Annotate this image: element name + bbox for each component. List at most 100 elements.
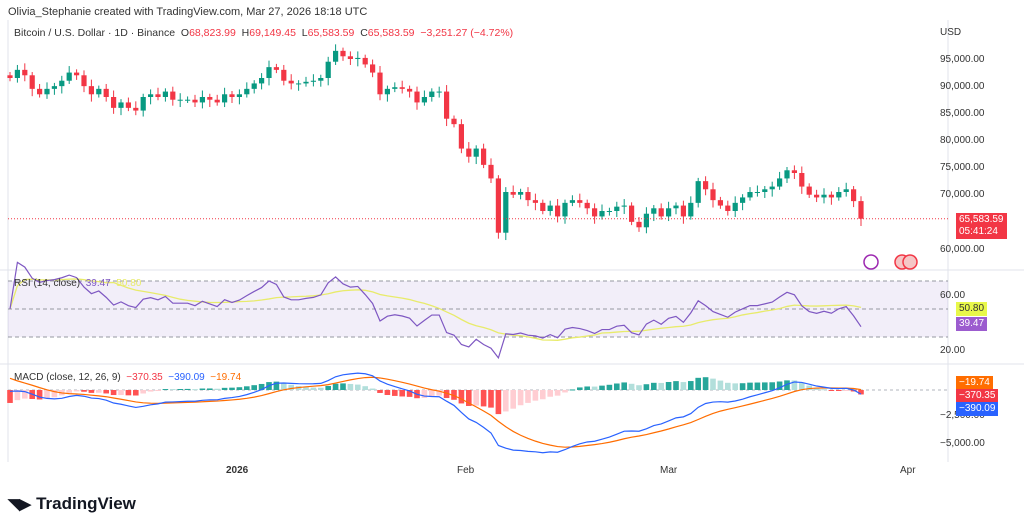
macd-histogram-bar — [214, 388, 220, 390]
macd-histogram-bar — [717, 380, 724, 390]
candle-body — [259, 78, 265, 84]
candle-body — [843, 189, 849, 192]
candle-body — [473, 148, 479, 157]
open-value: 68,823.99 — [189, 27, 236, 39]
candle-body — [725, 205, 731, 211]
macd-histogram-bar — [125, 390, 132, 396]
macd-histogram-bar — [725, 382, 731, 390]
candle-body — [532, 200, 538, 203]
candle-body — [303, 81, 309, 84]
close-label: C — [360, 27, 368, 39]
macd-histogram-bar — [258, 383, 265, 390]
macd-tag: −390.09 — [956, 402, 999, 416]
candle-body — [74, 72, 80, 76]
candle-body — [651, 208, 657, 214]
candle-body — [621, 205, 627, 207]
macd-histogram-bar — [495, 390, 502, 415]
macd-histogram-bar — [118, 390, 124, 396]
macd-value: −390.09 — [168, 372, 205, 383]
candle-body — [555, 205, 561, 217]
candle-body — [828, 194, 834, 198]
macd-histogram-bar — [614, 383, 620, 390]
candle-body — [458, 124, 464, 149]
candle-body — [614, 206, 620, 211]
macd-histogram-bar — [377, 390, 383, 393]
candle-body — [81, 75, 87, 87]
macd-histogram-bar — [710, 378, 716, 390]
candle-body — [22, 69, 28, 76]
candle-body — [125, 102, 131, 108]
candle-body — [399, 87, 405, 89]
candle-body — [673, 205, 679, 209]
macd-histogram-bar — [96, 390, 102, 393]
candle-body — [791, 170, 797, 173]
macd-histogram-bar — [606, 384, 613, 390]
macd-histogram-bar — [310, 387, 317, 390]
macd-histogram-bar — [562, 390, 568, 393]
candle-body — [495, 178, 501, 233]
symbol-name[interactable]: Bitcoin / U.S. Dollar · 1D · Binance — [14, 27, 176, 39]
macd-histogram-bar — [22, 390, 28, 399]
last-price-tag: 65,583.59 05:41:24 — [956, 213, 1007, 239]
rsi-label[interactable]: RSI (14, close) — [14, 278, 81, 289]
candle-body — [111, 97, 117, 108]
macd-histogram-bar — [473, 390, 479, 406]
macd-histogram-bar — [192, 389, 198, 391]
candle-body — [703, 181, 709, 190]
candle-body — [103, 88, 109, 97]
macd-histogram-bar — [384, 390, 391, 396]
macd-histogram-bar — [88, 390, 95, 393]
macd-histogram-bar — [540, 390, 546, 400]
candle-body — [747, 192, 753, 198]
candle-body — [695, 181, 701, 203]
candle-body — [170, 91, 176, 100]
tradingview-logo[interactable]: ◥▶ TradingView — [8, 494, 136, 514]
macd-histogram-bar — [251, 385, 257, 390]
macd-histogram-bar — [858, 390, 864, 395]
candle-body — [162, 91, 168, 97]
candle-body — [347, 56, 353, 59]
candle-body — [14, 69, 20, 78]
macd-histogram-bar — [399, 390, 405, 397]
candle-body — [229, 94, 235, 97]
macd-histogram-bar — [643, 384, 650, 390]
candle-body — [177, 99, 183, 101]
macd-histogram-bar — [436, 390, 442, 396]
macd-histogram-bar — [281, 383, 287, 390]
candle-body — [96, 88, 102, 95]
candle-body — [414, 91, 420, 103]
candle-body — [370, 64, 376, 73]
macd-histogram-bar — [806, 385, 812, 390]
candle-body — [355, 57, 361, 59]
macd-histogram-bar — [347, 383, 354, 390]
macd-histogram-bar — [799, 382, 805, 390]
macd-histogram-bar — [739, 383, 746, 390]
price-tick: 70,000.00 — [940, 189, 985, 200]
candle-body — [777, 178, 783, 187]
candle-body — [340, 50, 346, 57]
candle-body — [488, 164, 494, 179]
macd-histogram-bar — [66, 390, 72, 393]
macd-histogram-bar — [577, 387, 583, 390]
candle-body — [185, 99, 191, 101]
candle-body — [325, 61, 331, 78]
macd-histogram-bar — [303, 386, 309, 390]
macd-histogram-bar — [458, 390, 465, 404]
macd-histogram-bar — [636, 385, 642, 390]
candle-body — [525, 192, 531, 201]
candle-body — [584, 202, 590, 209]
candle-body — [318, 78, 324, 81]
candle-body — [466, 148, 472, 157]
candle-body — [451, 118, 457, 125]
macd-hist-tag: −370.35 — [956, 389, 999, 403]
candle-body — [421, 97, 427, 103]
last-price: 65,583.59 — [959, 214, 1004, 225]
candle-body — [769, 186, 775, 190]
macd-tick: −5,000.00 — [940, 438, 985, 449]
price-tick: 80,000.00 — [940, 135, 985, 146]
candle-body — [444, 91, 450, 119]
macd-histogram-bar — [177, 389, 183, 391]
macd-label[interactable]: MACD (close, 12, 26, 9) — [14, 372, 121, 383]
macd-histogram-bar — [362, 386, 368, 390]
